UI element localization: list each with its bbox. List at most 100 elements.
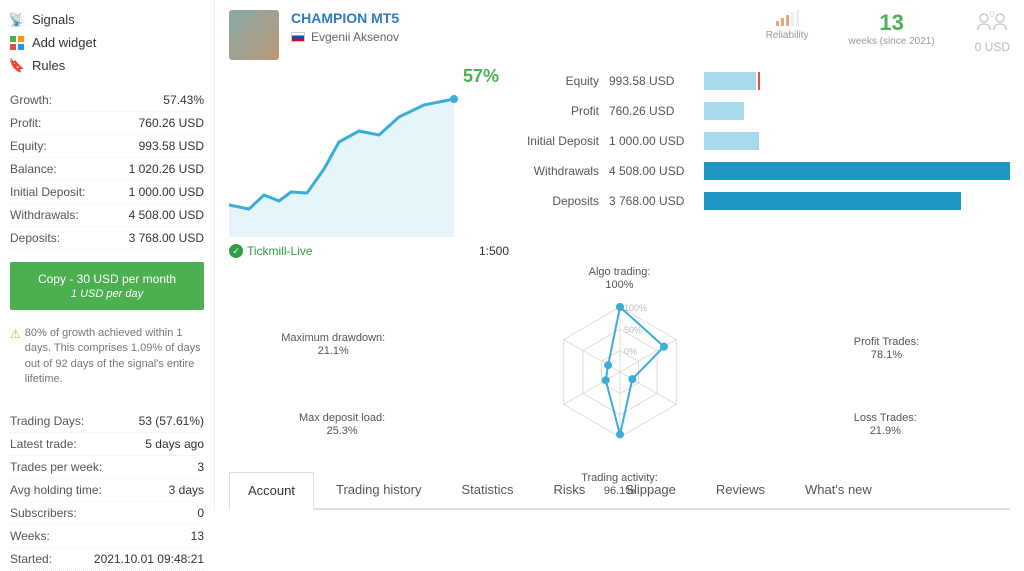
stat-label: Avg holding time:	[10, 483, 102, 497]
bar-track	[704, 72, 1010, 90]
stat-label: Weeks:	[10, 529, 50, 543]
copy-button-line2: 1 USD per day	[18, 288, 196, 300]
stat-label: Started:	[10, 552, 52, 566]
stat-value: 5 days ago	[145, 437, 204, 451]
svg-text:100%: 100%	[624, 303, 647, 313]
stat-row: Started: 2021.10.01 09:48:21	[10, 548, 204, 571]
stat-value: 993.58 USD	[139, 139, 204, 153]
sidebar-link-label: Rules	[32, 58, 65, 73]
stat-value: 760.26 USD	[139, 116, 204, 130]
stat-label: Profit:	[10, 116, 41, 130]
svg-text:0: 0	[990, 10, 995, 19]
stat-value: 1 020.26 USD	[129, 162, 204, 176]
stat-row: Equity:993.58 USD	[10, 135, 204, 158]
sidebar-link-rules[interactable]: 🔖 Rules	[10, 54, 204, 77]
radar-chart-wrap: 100%50%0% Algo trading:100%Profit Trades…	[229, 272, 1010, 472]
sidebar-stats-secondary: Trading Days:53 (57.61%)Latest trade:5 d…	[10, 410, 204, 571]
sidebar: 📡 Signals Add widget 🔖 Rules Growth:57.4…	[0, 0, 215, 511]
signal-title[interactable]: CHAMPION MT5	[291, 10, 754, 26]
stat-value: 1 000.00 USD	[129, 185, 204, 199]
stat-row: Trading Days:53 (57.61%)	[10, 410, 204, 433]
weeks-block: 13 weeks (since 2021)	[849, 10, 935, 47]
main-content: CHAMPION MT5 Evgenii Aksenov Reliability…	[215, 0, 1024, 511]
stat-label: Growth:	[10, 93, 52, 107]
bar-label: Deposits	[519, 194, 609, 208]
sidebar-link-signals[interactable]: 📡 Signals	[10, 8, 204, 31]
author-name: Evgenii Aksenov	[311, 30, 399, 44]
copy-button-line1: Copy - 30 USD per month	[18, 272, 196, 286]
weeks-number: 13	[849, 10, 935, 36]
stat-row: Latest trade:5 days ago	[10, 433, 204, 456]
author-row[interactable]: Evgenii Aksenov	[291, 30, 754, 44]
growth-note-text: 80% of growth achieved within 1 days. Th…	[25, 326, 204, 388]
stat-label: Initial Deposit:	[10, 185, 85, 199]
flag-icon	[291, 32, 305, 42]
reliability-bars-icon	[766, 10, 809, 26]
avatar[interactable]	[229, 10, 279, 60]
tab-statistics[interactable]: Statistics	[443, 472, 531, 508]
growth-pct: 57%	[229, 66, 509, 87]
svg-text:0%: 0%	[624, 347, 637, 357]
stat-value: 3	[197, 460, 204, 474]
radar-axis-label: Loss Trades:21.9%	[854, 412, 917, 438]
bar-value: 1 000.00 USD	[609, 134, 704, 148]
stat-row: Weeks: 13	[10, 525, 204, 548]
bookmark-icon: 🔖	[10, 59, 24, 73]
stat-row: Balance: 1 020.26 USD	[10, 158, 204, 181]
stat-row: Withdrawals:4 508.00 USD	[10, 204, 204, 227]
broker-name: Tickmill-Live	[247, 244, 313, 258]
bar-row: Initial Deposit 1 000.00 USD	[519, 126, 1010, 156]
radar-axis-label: Algo trading:100%	[589, 266, 651, 292]
bar-track	[704, 192, 1010, 210]
header: CHAMPION MT5 Evgenii Aksenov Reliability…	[229, 10, 1010, 60]
bar-value: 3 768.00 USD	[609, 194, 704, 208]
subscribers-block: 0 0 USD	[975, 10, 1010, 54]
stat-row: Profit: 760.26 USD	[10, 112, 204, 135]
metrics-bars: Equity 993.58 USD Profit 760.26 USD Init…	[519, 66, 1010, 258]
grid-icon	[10, 36, 24, 50]
radar-axis-label: Maximum drawdown:21.1%	[281, 332, 385, 358]
reliability-label: Reliability	[766, 30, 809, 41]
weeks-label: weeks (since 2021)	[849, 36, 935, 47]
sidebar-link-label: Signals	[32, 12, 75, 27]
stat-value: 0	[197, 506, 204, 520]
copy-button[interactable]: Copy - 30 USD per month 1 USD per day	[10, 262, 204, 310]
stat-value: 3 768.00 USD	[129, 231, 204, 245]
bar-label: Profit	[519, 104, 609, 118]
stat-value: 2021.10.01 09:48:21	[94, 552, 204, 566]
tab-trading-history[interactable]: Trading history	[318, 472, 440, 508]
bar-track	[704, 102, 1010, 120]
tab-account[interactable]: Account	[229, 472, 314, 510]
bar-track	[704, 162, 1010, 180]
growth-note: ⚠ 80% of growth achieved within 1 days. …	[10, 322, 204, 398]
radar-axis-label: Max deposit load:25.3%	[299, 412, 385, 438]
check-icon: ✓	[229, 244, 243, 258]
bar-label: Withdrawals	[519, 164, 609, 178]
stat-label: Balance:	[10, 162, 57, 176]
stat-value: 13	[191, 529, 204, 543]
stat-label: Deposits:	[10, 231, 60, 245]
stat-value: 3 days	[169, 483, 204, 497]
broker-link[interactable]: ✓ Tickmill-Live	[229, 244, 313, 258]
radar-chart: 100%50%0%	[470, 272, 770, 472]
users-icon: 0	[975, 10, 1010, 38]
stat-value: 4 508.00 USD	[129, 208, 204, 222]
bar-value: 993.58 USD	[609, 74, 704, 88]
bar-row: Profit 760.26 USD	[519, 96, 1010, 126]
radar-axis-label: Trading activity:96.1%	[581, 472, 658, 498]
stat-row: Initial Deposit: 1 000.00 USD	[10, 181, 204, 204]
bar-row: Deposits 3 768.00 USD	[519, 186, 1010, 216]
stat-label: Trades per week:	[10, 460, 102, 474]
tab-reviews[interactable]: Reviews	[698, 472, 783, 508]
subscribers-usd: 0 USD	[975, 40, 1010, 54]
sidebar-link-label: Add widget	[32, 35, 96, 50]
stat-row: Avg holding time: 3 days	[10, 479, 204, 502]
stat-row: Trades per week: 3	[10, 456, 204, 479]
sidebar-link-add-widget[interactable]: Add widget	[10, 31, 204, 54]
bar-label: Initial Deposit	[519, 134, 609, 148]
stat-label: Subscribers:	[10, 506, 77, 520]
stat-row: Subscribers: 0	[10, 502, 204, 525]
reliability-block: Reliability	[766, 10, 809, 41]
stat-label: Trading Days:	[10, 414, 84, 428]
tab-what's-new[interactable]: What's new	[787, 472, 890, 508]
